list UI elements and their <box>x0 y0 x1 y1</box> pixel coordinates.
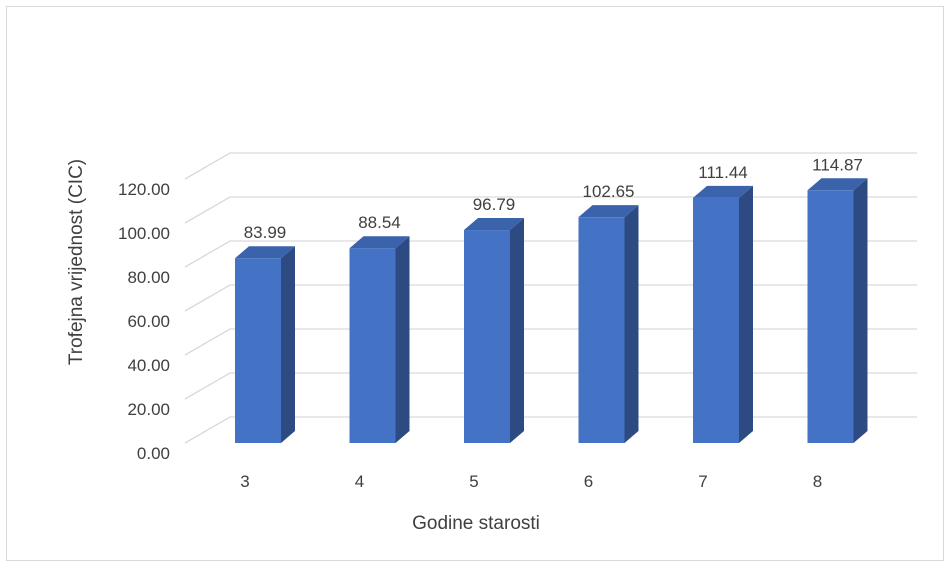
bar-top <box>349 236 410 249</box>
x-axis-title: Godine starosti <box>412 513 540 534</box>
bar-side <box>739 185 753 443</box>
bar-front <box>235 258 281 443</box>
x-axis-ticks: 3 4 5 6 7 8 <box>240 472 822 491</box>
bar <box>578 205 639 443</box>
y-axis-ticks: 0.00 20.00 40.00 60.00 80.00 100.00 120.00 <box>118 180 170 463</box>
bar-side <box>510 218 524 443</box>
gridlines <box>184 152 917 444</box>
x-tick-label: 5 <box>469 472 478 491</box>
gridline <box>184 240 917 268</box>
data-label: 96.79 <box>473 195 516 214</box>
bar-top <box>807 178 868 191</box>
gridline <box>184 284 917 312</box>
bar <box>807 178 868 443</box>
x-tick-label: 6 <box>584 472 593 491</box>
bar-top <box>235 246 295 259</box>
gridline <box>184 328 917 356</box>
x-tick-label: 8 <box>813 472 822 491</box>
bar <box>349 236 410 443</box>
x-tick-label: 4 <box>355 472 364 491</box>
bar-top <box>578 205 639 218</box>
x-tick-label: 3 <box>240 472 249 491</box>
data-label: 102.65 <box>583 182 635 201</box>
gridline <box>184 152 917 180</box>
gridline <box>184 416 917 444</box>
bar-side <box>395 236 410 443</box>
bar <box>464 218 524 443</box>
bar-top <box>693 185 753 198</box>
y-tick-label: 80.00 <box>127 268 170 287</box>
gridline <box>184 372 917 400</box>
bar-top <box>464 218 524 231</box>
data-label: 114.87 <box>812 155 863 174</box>
bar-front <box>693 197 739 443</box>
y-tick-label: 120.00 <box>118 180 170 199</box>
bar-side <box>853 178 868 443</box>
data-labels: 83.99 88.54 96.79 102.65 111.44 114.87 <box>244 155 863 242</box>
x-tick-label: 7 <box>698 472 707 491</box>
bar <box>235 246 295 443</box>
bar-front <box>807 190 854 443</box>
y-tick-label: 60.00 <box>127 312 170 331</box>
y-tick-label: 20.00 <box>127 400 170 419</box>
bar-front <box>578 217 625 443</box>
bar-front <box>464 230 510 443</box>
bar-side <box>624 205 639 443</box>
data-label: 111.44 <box>698 163 747 182</box>
y-tick-label: 100.00 <box>118 224 170 243</box>
bar <box>693 185 753 443</box>
y-tick-label: 40.00 <box>127 356 170 375</box>
gridline <box>184 196 917 224</box>
data-label: 88.54 <box>358 213 401 232</box>
data-label: 83.99 <box>244 223 287 242</box>
bar-front <box>349 248 396 443</box>
bar-side <box>281 246 295 443</box>
y-axis-title: Trofejna vrijednost (CIC) <box>66 159 87 365</box>
bars <box>235 178 868 443</box>
y-tick-label: 0.00 <box>137 444 170 463</box>
